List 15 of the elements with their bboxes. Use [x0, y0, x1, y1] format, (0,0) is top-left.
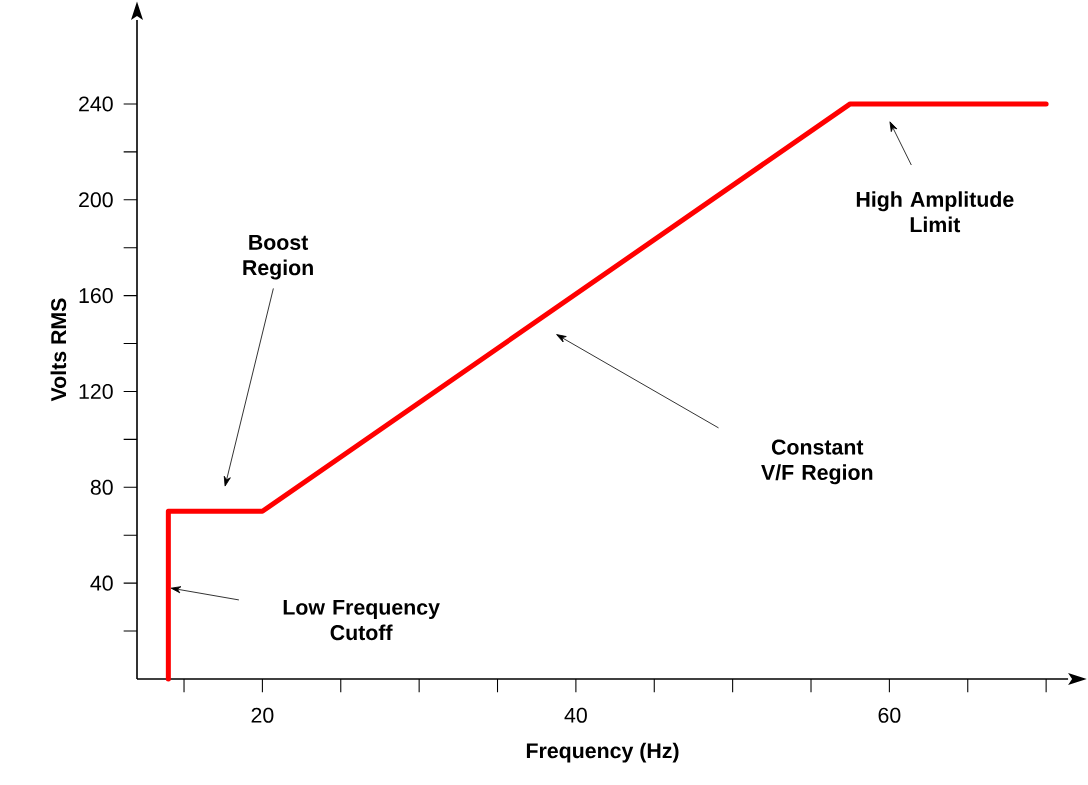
- annotation: Constant V/F Region: [761, 439, 873, 485]
- annotation: Boost Region: [243, 235, 313, 280]
- y-tick-label: 160: [79, 288, 113, 304]
- y-tick-label: 200: [79, 192, 113, 208]
- x-tick-label: 20: [251, 707, 274, 723]
- y-axis-title: Volts RMS: [50, 298, 67, 402]
- x-tick-label: 60: [878, 707, 901, 723]
- annotation: Low Frequency Cutoff: [283, 599, 440, 641]
- y-tick-label: 120: [79, 383, 113, 400]
- x-axis-title: Frequency (Hz): [526, 742, 679, 763]
- y-tick-label: 80: [90, 479, 113, 495]
- x-tick-label: 40: [564, 707, 587, 723]
- y-tick-label: 240: [79, 96, 113, 112]
- annotation: High Amplitude Limit: [856, 191, 1014, 233]
- y-tick-label: 40: [90, 575, 113, 591]
